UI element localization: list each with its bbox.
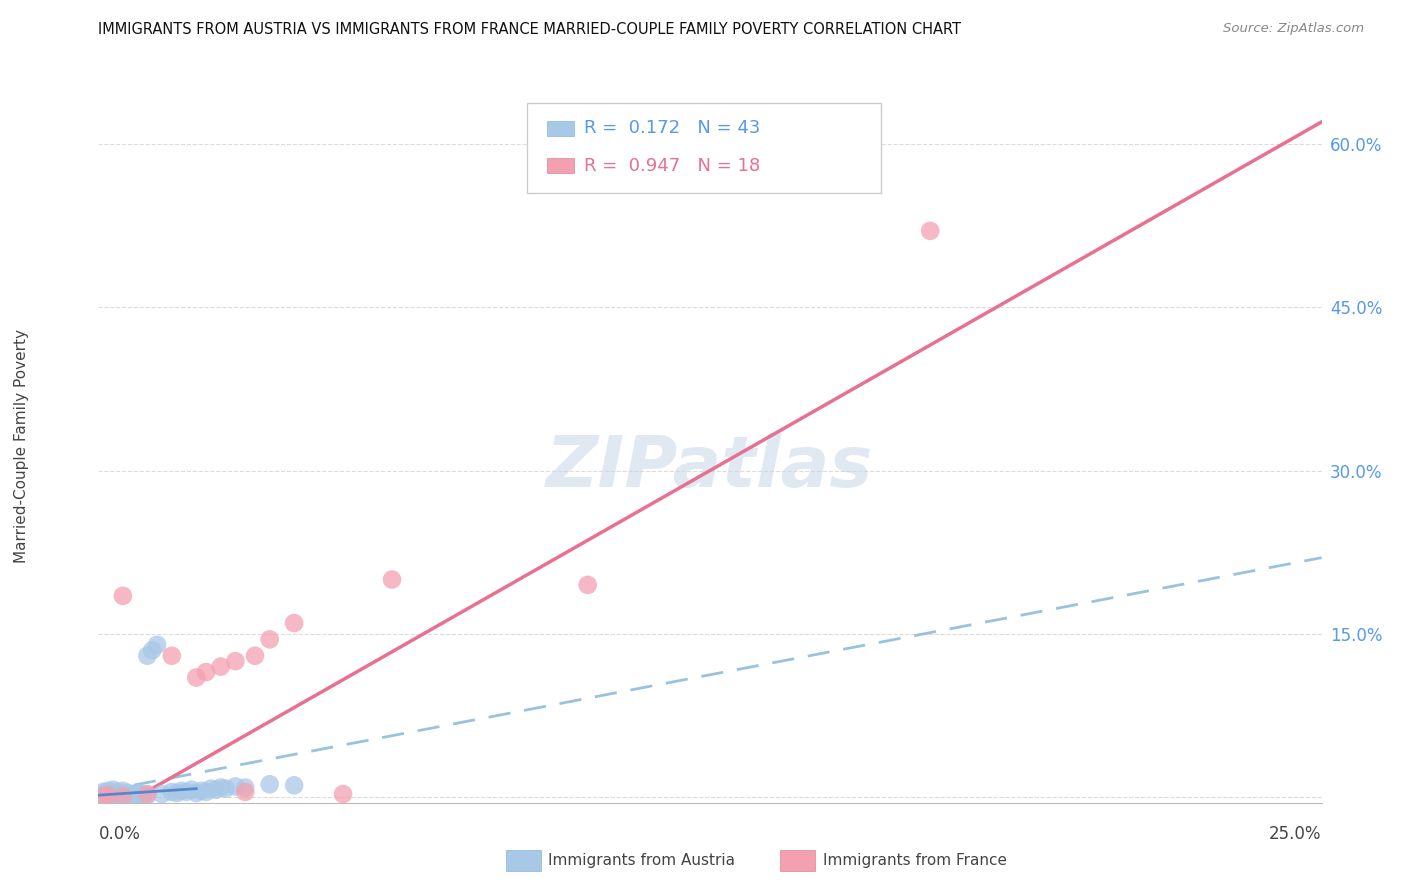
- Point: [146, 638, 169, 652]
- Point: [91, 789, 114, 804]
- Point: [121, 787, 143, 801]
- Point: [259, 777, 281, 791]
- Point: [136, 787, 159, 801]
- Point: [91, 785, 114, 799]
- Point: [332, 787, 354, 801]
- Point: [131, 787, 153, 801]
- Point: [117, 788, 139, 802]
- Point: [101, 782, 124, 797]
- Point: [224, 654, 246, 668]
- Point: [233, 780, 256, 795]
- Point: [160, 648, 183, 663]
- Point: [283, 615, 305, 630]
- Point: [190, 784, 212, 798]
- Point: [131, 789, 153, 804]
- Point: [136, 648, 159, 663]
- Point: [243, 648, 266, 663]
- Point: [97, 786, 120, 800]
- Text: Immigrants from France: Immigrants from France: [823, 854, 1007, 868]
- Point: [209, 780, 232, 795]
- Text: 0.0%: 0.0%: [98, 825, 141, 843]
- Point: [576, 578, 599, 592]
- Point: [91, 787, 114, 801]
- Point: [186, 671, 208, 685]
- Point: [150, 787, 173, 801]
- Point: [91, 789, 114, 804]
- Point: [233, 785, 256, 799]
- Text: IMMIGRANTS FROM AUSTRIA VS IMMIGRANTS FROM FRANCE MARRIED-COUPLE FAMILY POVERTY : IMMIGRANTS FROM AUSTRIA VS IMMIGRANTS FR…: [98, 22, 962, 37]
- Point: [186, 786, 208, 800]
- Point: [920, 224, 942, 238]
- Point: [97, 788, 120, 802]
- Point: [214, 781, 236, 796]
- Point: [381, 573, 404, 587]
- Point: [283, 778, 305, 792]
- Point: [170, 784, 193, 798]
- FancyBboxPatch shape: [526, 103, 882, 193]
- Point: [259, 632, 281, 647]
- Point: [205, 782, 228, 797]
- Point: [107, 788, 129, 802]
- Point: [107, 785, 129, 799]
- Point: [111, 589, 134, 603]
- Point: [160, 785, 183, 799]
- Point: [136, 788, 159, 802]
- Point: [127, 788, 149, 802]
- Point: [127, 786, 149, 800]
- Point: [111, 789, 134, 804]
- Text: Immigrants from Austria: Immigrants from Austria: [548, 854, 735, 868]
- Point: [195, 785, 218, 799]
- Point: [209, 659, 232, 673]
- Text: Source: ZipAtlas.com: Source: ZipAtlas.com: [1223, 22, 1364, 36]
- Point: [97, 784, 120, 798]
- Point: [176, 785, 198, 799]
- Point: [180, 782, 202, 797]
- Point: [195, 665, 218, 679]
- Point: [121, 789, 143, 804]
- Point: [200, 781, 222, 796]
- Point: [111, 789, 134, 804]
- Text: 25.0%: 25.0%: [1270, 825, 1322, 843]
- Point: [111, 784, 134, 798]
- Point: [141, 643, 163, 657]
- Text: R =  0.947   N = 18: R = 0.947 N = 18: [583, 157, 761, 175]
- Point: [166, 786, 188, 800]
- Text: ZIPatlas: ZIPatlas: [547, 433, 873, 502]
- Bar: [547, 120, 574, 136]
- Text: R =  0.172   N = 43: R = 0.172 N = 43: [583, 120, 761, 137]
- Point: [101, 787, 124, 801]
- Bar: [547, 158, 574, 173]
- Point: [111, 787, 134, 801]
- Point: [97, 788, 120, 802]
- Point: [101, 789, 124, 804]
- Point: [224, 780, 246, 794]
- Text: Married-Couple Family Poverty: Married-Couple Family Poverty: [14, 329, 28, 563]
- Point: [117, 786, 139, 800]
